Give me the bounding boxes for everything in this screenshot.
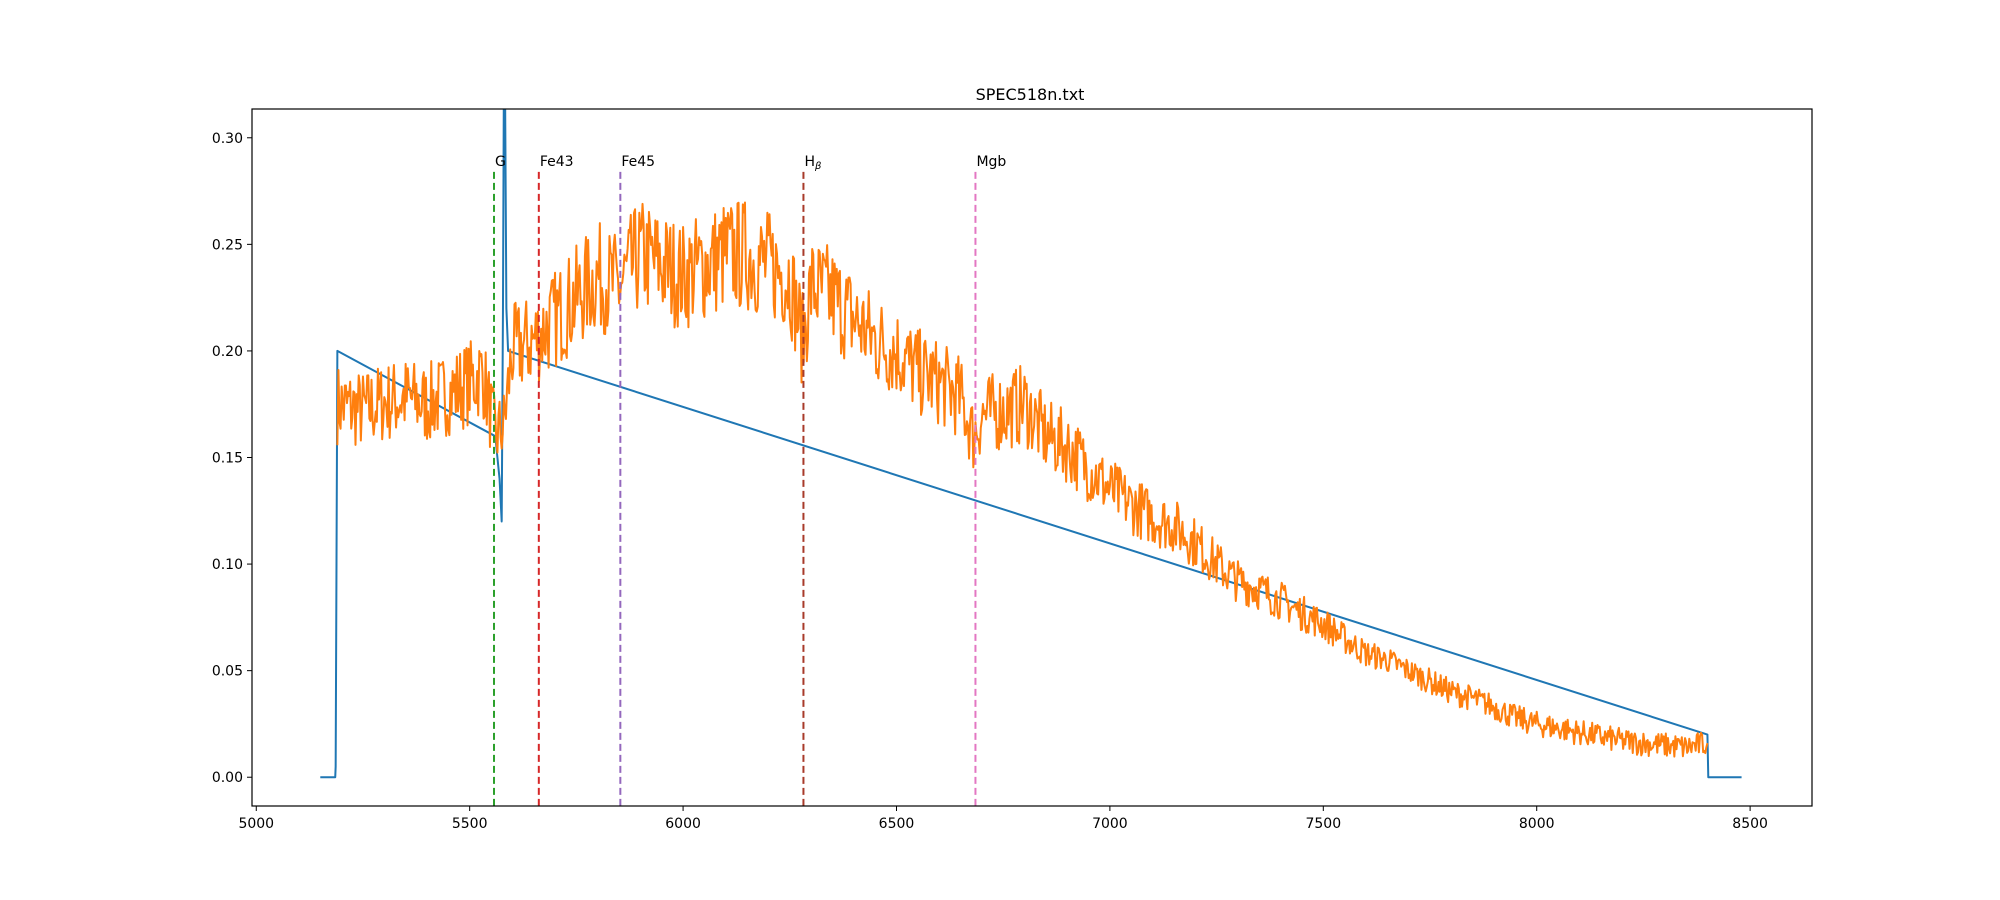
marker-label-g: G bbox=[495, 154, 506, 170]
marker-label-fe45: Fe45 bbox=[621, 154, 655, 170]
x-tick-label: 7000 bbox=[1092, 816, 1128, 832]
x-tick-label: 8500 bbox=[1732, 816, 1768, 832]
x-tick-label: 6000 bbox=[665, 816, 701, 832]
x-tick-label: 8000 bbox=[1519, 816, 1555, 832]
marker-label-mgb: Mgb bbox=[976, 154, 1006, 170]
y-tick-label: 0.05 bbox=[212, 664, 243, 680]
x-tick-label: 5000 bbox=[238, 816, 274, 832]
series-line-2 bbox=[336, 201, 1709, 758]
marker-label-h: Hβ bbox=[804, 154, 822, 172]
x-tick-label: 5500 bbox=[452, 816, 488, 832]
series-line-1 bbox=[320, 109, 1742, 779]
chart-title: SPEC518n.txt bbox=[976, 85, 1085, 104]
y-tick-label: 0.20 bbox=[212, 344, 243, 360]
y-tick-label: 0.00 bbox=[212, 770, 243, 786]
axes: 5000 5500 6000 6500 7000 7500 8000 8500 0.00 0.05… bbox=[212, 108, 1813, 832]
x-tick-label: 7500 bbox=[1305, 816, 1341, 832]
y-tick-label: 0.30 bbox=[212, 131, 243, 147]
axes-frame bbox=[251, 108, 1813, 807]
y-tick-label: 0.25 bbox=[212, 237, 243, 253]
plot-area: G Fe43 Fe45 Hβ Mgb bbox=[320, 109, 1742, 806]
y-tick-label: 0.15 bbox=[212, 451, 243, 467]
y-tick-label: 0.10 bbox=[212, 557, 243, 573]
x-tick-label: 6500 bbox=[879, 816, 915, 832]
marker-label-fe43: Fe43 bbox=[540, 154, 574, 170]
